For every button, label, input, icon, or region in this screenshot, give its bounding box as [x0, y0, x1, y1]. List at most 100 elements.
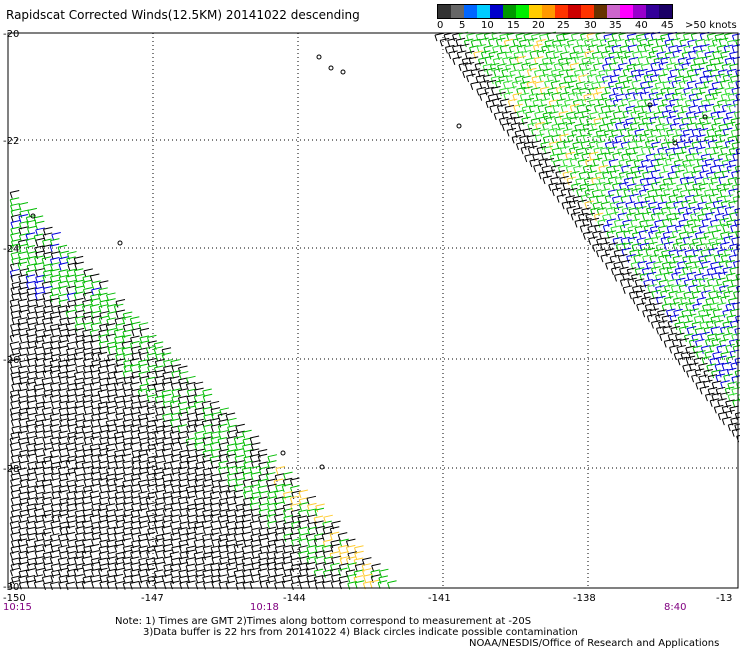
wind-barb-shaft: [18, 213, 28, 223]
wind-barb-shaft: [170, 538, 180, 547]
wind-barb: [41, 459, 52, 469]
wind-barb-shaft: [138, 417, 149, 427]
wind-barb: [65, 369, 76, 379]
wind-barb-shaft: [91, 459, 101, 469]
wind-barb: [51, 525, 61, 535]
wind-barb: [97, 371, 108, 380]
wind-barb: [122, 466, 133, 475]
wind-barb: [615, 121, 625, 131]
wind-barb: [171, 437, 181, 446]
wind-barb-shaft: [97, 371, 108, 380]
wind-barb: [18, 201, 29, 211]
wind-barb-shaft: [33, 466, 44, 476]
wind-barb: [89, 550, 100, 559]
wind-barb-shaft: [218, 453, 229, 463]
wind-barb-shaft: [556, 194, 567, 203]
wind-barb-shaft: [73, 297, 84, 307]
wind-barb-shaft: [162, 467, 172, 476]
wind-barb: [17, 298, 28, 308]
wind-barb-shaft: [155, 561, 165, 571]
wind-barb-shaft: [266, 543, 276, 553]
wind-barb: [90, 369, 101, 379]
wind-barb-shaft: [58, 400, 69, 410]
wind-barb-shaft: [249, 465, 260, 475]
wind-barb-shaft: [49, 243, 60, 253]
wind-barb-shaft: [34, 447, 44, 457]
wind-barb: [113, 477, 124, 487]
wind-barb-shaft: [113, 466, 124, 476]
wind-barb-shaft: [74, 478, 84, 488]
wind-barb-shaft: [42, 263, 53, 272]
wind-barb: [106, 405, 117, 415]
wind-barb: [652, 194, 663, 203]
wind-barb-shaft: [34, 423, 44, 433]
wind-barb-shaft: [90, 369, 101, 379]
wind-barb: [187, 400, 198, 410]
legend-swatch: [555, 5, 568, 18]
wind-barb-shaft: [41, 418, 52, 427]
wind-barb: [50, 461, 61, 471]
wind-barb: [74, 387, 84, 397]
wind-barb: [210, 459, 221, 469]
wind-barb-shaft: [26, 435, 37, 445]
legend-swatch: [464, 5, 477, 18]
wind-barb: [257, 453, 268, 463]
wind-barb: [123, 352, 133, 362]
wind-barb-shaft: [26, 453, 36, 463]
wind-barb-shaft: [90, 388, 100, 397]
wind-barb-shaft: [113, 418, 124, 427]
wind-barb: [186, 424, 196, 433]
wind-barb: [178, 472, 188, 481]
wind-barb-shaft: [25, 237, 36, 247]
wind-barb: [113, 395, 124, 405]
wind-barb-shaft: [27, 357, 37, 367]
wind-barb: [43, 251, 53, 260]
wind-barb: [74, 261, 84, 271]
wind-barb-shaft: [139, 441, 150, 451]
wind-barb: [26, 219, 37, 229]
wind-barb: [547, 127, 558, 137]
wind-barb-shaft: [42, 273, 53, 283]
wind-barb-shaft: [668, 152, 679, 162]
wind-barb: [115, 459, 125, 469]
wind-barb-shaft: [58, 261, 69, 271]
wind-barb-shaft: [146, 430, 157, 440]
wind-barb: [235, 423, 245, 433]
wind-barb: [10, 365, 20, 374]
wind-barb: [114, 441, 125, 451]
wind-barb-shaft: [114, 335, 124, 345]
wind-barb-shaft: [98, 315, 109, 325]
wind-barb: [677, 68, 688, 77]
wind-barb-shaft: [684, 194, 695, 204]
wind-barb: [113, 328, 124, 338]
wind-barb: [66, 393, 77, 403]
wind-barb-shaft: [9, 341, 20, 350]
wind-barb: [700, 194, 711, 203]
wind-barb: [186, 459, 197, 469]
wind-barb: [495, 37, 506, 47]
wind-barb-shaft: [9, 389, 20, 398]
wind-barb: [138, 359, 148, 368]
wind-barb: [26, 453, 36, 463]
wind-barb-shaft: [82, 303, 92, 313]
wind-barb: [209, 441, 220, 451]
wind-barb: [25, 538, 36, 547]
wind-barb-shaft: [49, 311, 60, 320]
wind-barb-shaft: [700, 194, 711, 203]
wind-barb: [49, 315, 60, 325]
wind-barb: [139, 383, 149, 393]
wind-barb-shaft: [34, 322, 44, 332]
wind-barb: [178, 411, 188, 421]
wind-barb: [42, 263, 53, 272]
wind-barb-shaft: [42, 357, 53, 367]
wind-barb: [49, 359, 60, 368]
wind-barb: [234, 448, 244, 457]
wind-barb-shaft: [19, 209, 29, 219]
wind-barb: [42, 435, 53, 445]
wind-barb: [130, 442, 140, 451]
wind-barb: [145, 388, 156, 398]
wind-barb-shaft: [179, 381, 189, 391]
wind-barb-shaft: [161, 381, 172, 391]
wind-barb-shaft: [242, 478, 253, 488]
wind-barb-shaft: [650, 61, 660, 71]
